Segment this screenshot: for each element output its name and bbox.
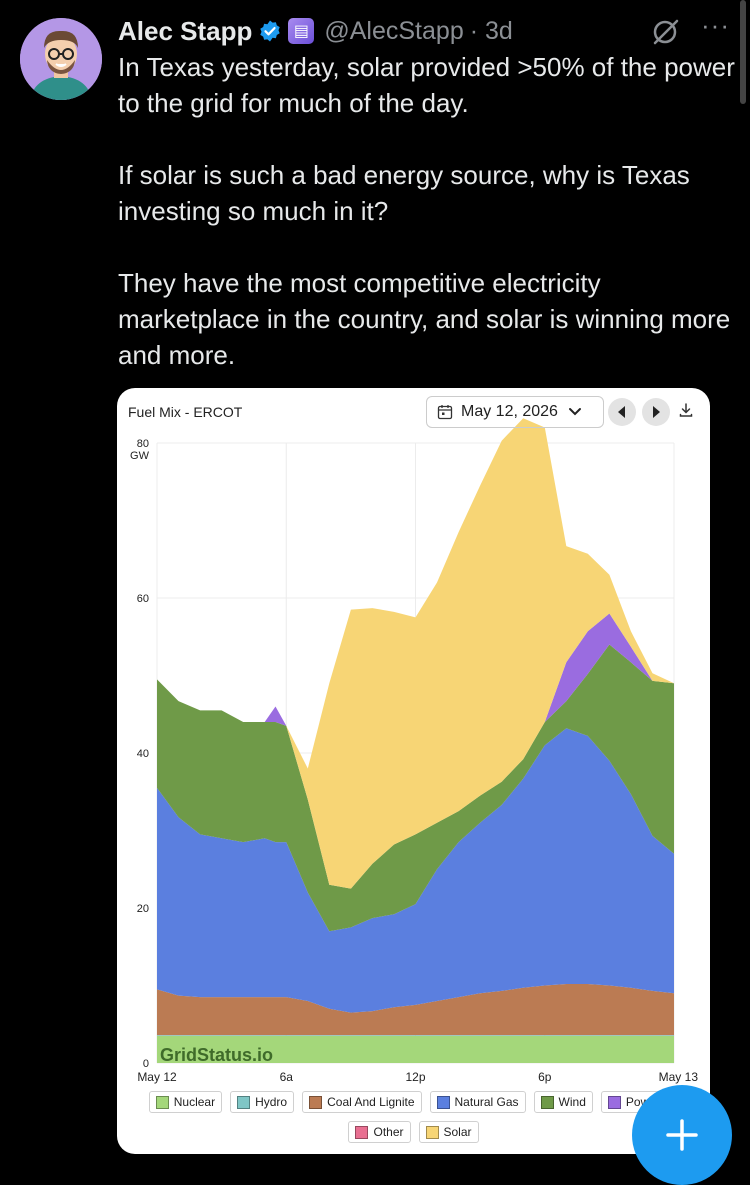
legend-label: Solar [443,1125,472,1139]
legend-item-natural-gas[interactable]: Natural Gas [429,1091,526,1113]
legend-item-other[interactable]: Other [348,1121,411,1143]
legend-swatch [425,1125,439,1139]
legend-item-coal-and-lignite[interactable]: Coal And Lignite [302,1091,422,1113]
author-name[interactable]: Alec Stapp [118,15,253,46]
y-tick-label: 40 [137,748,149,760]
legend-swatch [237,1095,251,1109]
avatar-illustration [20,18,102,100]
next-day-button[interactable] [642,398,670,426]
x-tick-label: 6a [280,1070,294,1084]
legend-item-wind[interactable]: Wind [533,1091,593,1113]
y-tick-label: 60 [137,593,149,605]
next-day-icon [653,406,660,418]
legend-swatch [607,1095,621,1109]
x-tick-label: 6p [538,1070,552,1084]
legend-label: Nuclear [173,1095,216,1109]
legend-swatch [155,1095,169,1109]
legend-item-solar[interactable]: Solar [418,1121,479,1143]
gridstatus-watermark: GridStatus.io [160,1045,273,1065]
subscription-badge-icon: ▤ [288,18,315,44]
plus-icon [666,1119,698,1151]
more-dots-icon[interactable]: ··· [701,10,730,40]
area-coal-and-lignite [157,984,674,1036]
download-icon[interactable] [678,402,694,418]
legend-label: Natural Gas [454,1095,519,1109]
prev-day-icon [618,406,625,418]
y-unit-label: GW [130,450,150,462]
chart-title: Fuel Mix - ERCOT [128,404,243,420]
legend-label: Wind [558,1095,586,1109]
y-tick-label: 80 [137,438,149,450]
area-solar [157,418,674,889]
area-power-storage [157,613,674,889]
area-nuclear [157,1035,674,1063]
legend-row: Nuclear Hydro Coal And Lignite Natural Gas W… [117,1091,710,1113]
area-natural-gas [157,728,674,1013]
author-handle[interactable]: @AlecStapp [324,16,464,45]
chart-legend: Nuclear Hydro Coal And Lignite Natural Gas W… [117,1091,710,1151]
calendar-icon [437,405,453,420]
grok-icon[interactable] [650,16,680,46]
legend-row: Other Solar [117,1121,710,1143]
legend-swatch [436,1095,450,1109]
area-wind [157,644,674,932]
legend-swatch [355,1125,369,1139]
legend-swatch [309,1095,323,1109]
legend-item-nuclear[interactable]: Nuclear [148,1091,223,1113]
tweet-text: In Texas yesterday, solar provided >50% … [118,52,735,370]
y-tick-label: 20 [137,903,149,915]
x-tick-label: May 12 [137,1070,177,1084]
prev-day-button[interactable] [608,398,636,426]
date-picker[interactable]: May 12, 2026 [426,396,604,428]
tweet-header: Alec Stapp ▤ @AlecStapp · 3d [118,14,730,48]
y-tick-label: 0 [143,1058,149,1070]
chevron-down-icon [568,408,581,416]
legend-item-hydro[interactable]: Hydro [230,1091,295,1113]
x-tick-label: 12p [405,1070,425,1084]
legend-label: Other [373,1125,404,1139]
chart-card[interactable]: 0 20 40 60 80 GW May 12 6a 12p 6p May 13 GridStatus… [117,388,710,1154]
compose-button[interactable] [632,1085,732,1185]
legend-label: Hydro [255,1095,288,1109]
scrollbar[interactable] [740,0,746,104]
legend-swatch [540,1095,554,1109]
date-value: May 12, 2026 [461,403,558,420]
x-tick-label: May 13 [659,1070,699,1084]
avatar[interactable] [20,18,102,100]
post-time[interactable]: · 3d [469,16,513,45]
verified-badge-icon [260,20,281,42]
area-hydro [157,1035,674,1036]
legend-label: Coal And Lignite [327,1095,415,1109]
